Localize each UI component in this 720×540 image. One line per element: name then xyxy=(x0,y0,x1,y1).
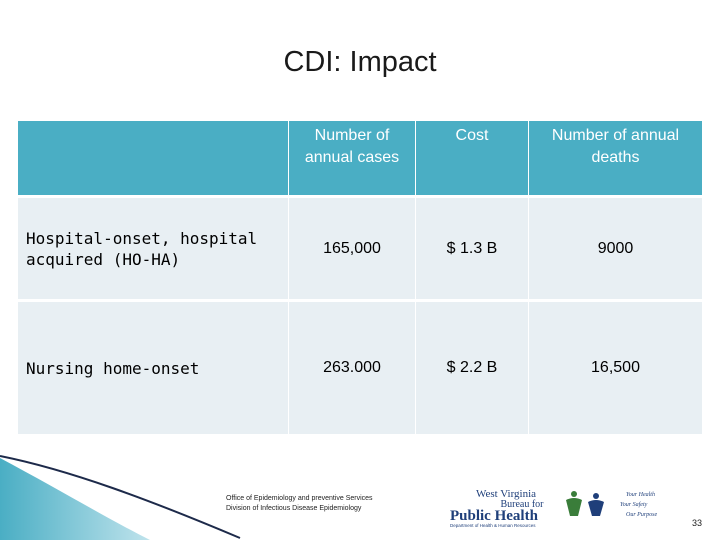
cell-cost-nursing-home: $ 2.2 B xyxy=(416,302,528,434)
logo-tagline-2: Your Safety xyxy=(620,501,648,508)
cell-deaths-nursing-home: 16,500 xyxy=(529,302,702,434)
logo-line-3: Public Health xyxy=(450,508,539,524)
footer-line-1: Office of Epidemiology and preventive Se… xyxy=(226,495,373,502)
footer-office-text: Office of Epidemiology and preventive Se… xyxy=(226,494,373,514)
wv-public-health-logo: West Virginia Bureau for Public Health D… xyxy=(450,488,658,528)
logo-tagline-1: Your Health xyxy=(626,492,655,498)
footer-line-2: Division of Infectious Disease Epidemiol… xyxy=(226,505,362,512)
header-annual-cases: Number of annual cases xyxy=(289,121,415,195)
logo-line-2: Bureau for xyxy=(500,499,544,510)
decorative-swoosh xyxy=(0,455,241,540)
header-cost: Cost xyxy=(416,121,528,195)
cell-cost-ho-ha: $ 1.3 B xyxy=(416,198,528,299)
logo-subline: Department of Health & Human Resources xyxy=(450,523,536,528)
slide-title: CDI: Impact xyxy=(283,46,437,78)
cell-cases-ho-ha: 165,000 xyxy=(289,198,415,299)
figures-icon xyxy=(566,491,604,516)
row-label-nursing-home: Nursing home-onset xyxy=(18,302,288,434)
impact-table: Number of annual cases Cost Number of an… xyxy=(18,121,702,434)
row-label-ho-ha: Hospital-onset, hospital acquired (HO-HA… xyxy=(18,198,288,299)
logo-line-1: West Virginia xyxy=(476,488,536,500)
page-number: 33 xyxy=(692,518,703,528)
cell-cases-nursing-home: 263.000 xyxy=(289,302,415,434)
cell-deaths-ho-ha: 9000 xyxy=(529,198,702,299)
logo-tagline-3: Our Purpose xyxy=(626,512,658,518)
header-annual-deaths: Number of annual deaths xyxy=(529,121,702,195)
header-blank xyxy=(18,121,288,195)
